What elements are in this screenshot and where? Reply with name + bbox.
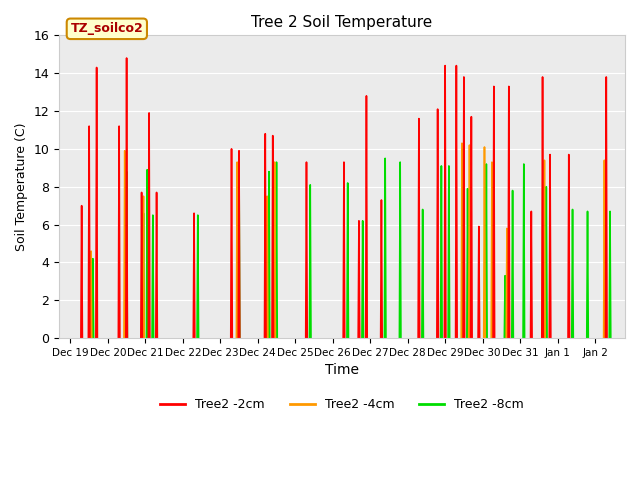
Text: TZ_soilco2: TZ_soilco2 bbox=[70, 22, 143, 36]
X-axis label: Time: Time bbox=[325, 363, 359, 377]
Title: Tree 2 Soil Temperature: Tree 2 Soil Temperature bbox=[252, 15, 433, 30]
Y-axis label: Soil Temperature (C): Soil Temperature (C) bbox=[15, 122, 28, 251]
Legend: Tree2 -2cm, Tree2 -4cm, Tree2 -8cm: Tree2 -2cm, Tree2 -4cm, Tree2 -8cm bbox=[155, 393, 529, 416]
